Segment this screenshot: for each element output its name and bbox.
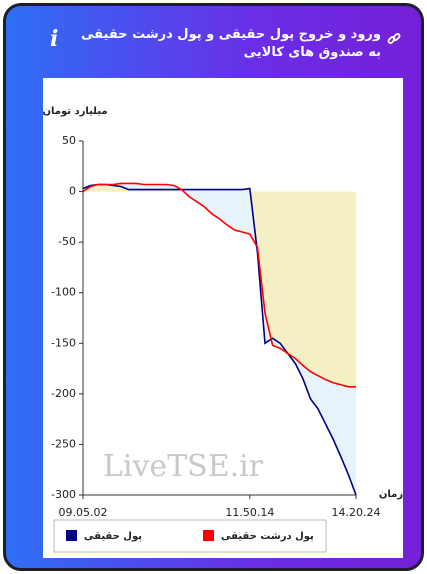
link-icon[interactable] bbox=[387, 32, 401, 46]
x-tick-label: 11.50.14 bbox=[225, 506, 274, 519]
y-tick-label: -100 bbox=[51, 286, 76, 299]
y-tick-label: -50 bbox=[58, 235, 76, 248]
chart: LiveTSE.ir 50 0 -50 -100 -150 -200 -250 -300 09.0… bbox=[43, 78, 403, 558]
y-tick-label: -150 bbox=[51, 336, 76, 349]
info-icon[interactable]: i bbox=[50, 26, 59, 52]
x-tick-label: 09.05.02 bbox=[59, 506, 108, 519]
watermark: LiveTSE.ir bbox=[103, 449, 264, 484]
line bbox=[82, 183, 357, 496]
y-tick-label: 0 bbox=[69, 185, 76, 198]
legend-swatch bbox=[66, 530, 77, 541]
legend-box bbox=[53, 519, 327, 553]
y-tick-label: -250 bbox=[51, 437, 76, 450]
y-tick-label: -300 bbox=[51, 488, 76, 501]
y-tick-label: 50 bbox=[62, 134, 76, 147]
x-axis-label: زمان bbox=[379, 489, 403, 500]
card: i ورود و خروج پول حقیقی و پول درشت حقیقی… bbox=[3, 3, 424, 571]
line bbox=[82, 182, 356, 388]
y-axis-label: میلیارد تومان bbox=[43, 106, 108, 117]
legend-label: پول حقیقی bbox=[84, 531, 142, 542]
area-fill bbox=[83, 183, 356, 387]
x-tick-label: 14.20.24 bbox=[332, 506, 381, 519]
legend-label: پول درشت حقیقی bbox=[221, 531, 314, 542]
legend-swatch bbox=[203, 530, 214, 541]
chart-title: ورود و خروج پول حقیقی و پول درشت حقیقی ب… bbox=[81, 27, 381, 60]
y-tick-label: -200 bbox=[51, 387, 76, 400]
